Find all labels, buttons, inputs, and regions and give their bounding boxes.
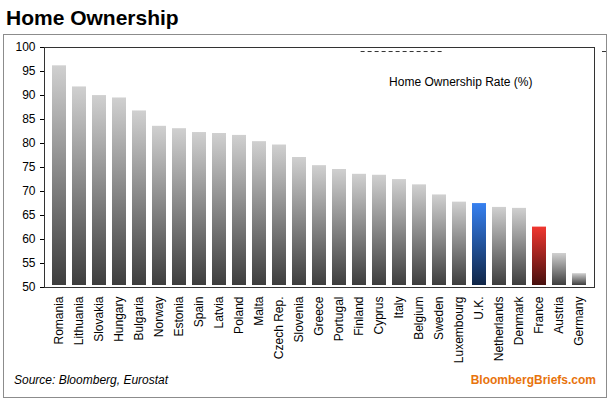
svg-text:90: 90 (22, 88, 36, 102)
svg-text:95: 95 (22, 64, 36, 78)
svg-text:50: 50 (22, 280, 36, 294)
svg-text:60: 60 (22, 232, 36, 246)
svg-text:Bulgaria: Bulgaria (132, 296, 146, 340)
svg-text:65: 65 (22, 208, 36, 222)
svg-text:Hungary: Hungary (112, 297, 126, 342)
svg-text:Romania: Romania (52, 296, 66, 344)
svg-text:100: 100 (15, 40, 35, 54)
svg-text:Slovakia: Slovakia (92, 296, 106, 342)
html-text:BloombergBriefs.com: BloombergBriefs.com (470, 373, 596, 387)
svg-text:Czech Rep.: Czech Rep. (272, 297, 286, 360)
svg-text:Greece: Greece (312, 296, 326, 336)
svg-text:France: France (532, 296, 546, 334)
svg-text:Belgium: Belgium (412, 297, 426, 340)
svg-text:70: 70 (22, 184, 36, 198)
svg-text:Netherlands: Netherlands (492, 297, 506, 362)
svg-text:55: 55 (22, 256, 36, 270)
svg-text:Denmark: Denmark (512, 296, 526, 346)
html-text:Source: Bloomberg, Eurostat: Source: Bloomberg, Eurostat (14, 373, 169, 387)
svg-text:Portugal: Portugal (332, 297, 346, 342)
svg-text:Latvia: Latvia (212, 296, 226, 328)
svg-text:75: 75 (22, 160, 36, 174)
svg-text:Sweden: Sweden (432, 297, 446, 340)
html-text:Home Ownership: Home Ownership (6, 6, 179, 29)
svg-text:Slovenia: Slovenia (292, 296, 306, 342)
svg-text:Austria: Austria (552, 296, 566, 334)
svg-text:Germany: Germany (572, 297, 586, 346)
svg-text:Home Ownership Rate (%): Home Ownership Rate (%) (389, 75, 532, 89)
svg-text:Italy: Italy (392, 297, 406, 319)
svg-text:Cyprus: Cyprus (372, 297, 386, 335)
svg-text:Poland: Poland (232, 297, 246, 334)
svg-text:Estonia: Estonia (172, 296, 186, 336)
svg-text:Lithuania: Lithuania (72, 296, 86, 345)
svg-text:Norway: Norway (152, 297, 166, 338)
svg-text:Malta: Malta (252, 296, 266, 326)
svg-text:Finland: Finland (352, 297, 366, 336)
svg-text:Luxembourg: Luxembourg (452, 297, 466, 364)
svg-text:Spain: Spain (192, 297, 206, 328)
svg-text:80: 80 (22, 136, 36, 150)
svg-text:85: 85 (22, 112, 36, 126)
svg-text:U.K.: U.K. (472, 297, 486, 320)
